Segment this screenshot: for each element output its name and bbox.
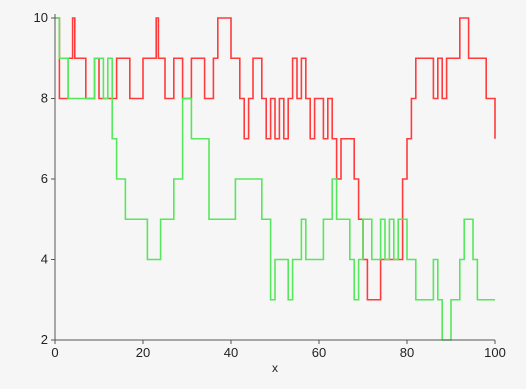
series-line-1 [55, 17, 496, 301]
series-line-2 [55, 17, 495, 341]
ticks: 0 20 40 60 80 100 2 4 6 8 10 [34, 10, 506, 360]
y-tick-label: 4 [41, 252, 48, 267]
y-tick-label: 8 [41, 91, 48, 106]
y-tick-label: 6 [41, 171, 48, 186]
y-tick-label: 10 [34, 10, 48, 25]
x-tick-label: 100 [484, 345, 506, 360]
x-axis-label: x [272, 361, 278, 375]
x-tick-label: 80 [400, 345, 414, 360]
x-tick-label: 0 [51, 345, 58, 360]
plot-area [55, 17, 496, 341]
axes [54, 14, 495, 341]
y-tick-label: 2 [41, 332, 48, 347]
x-tick-label: 20 [136, 345, 150, 360]
x-tick-label: 60 [312, 345, 326, 360]
x-tick-label: 40 [224, 345, 238, 360]
